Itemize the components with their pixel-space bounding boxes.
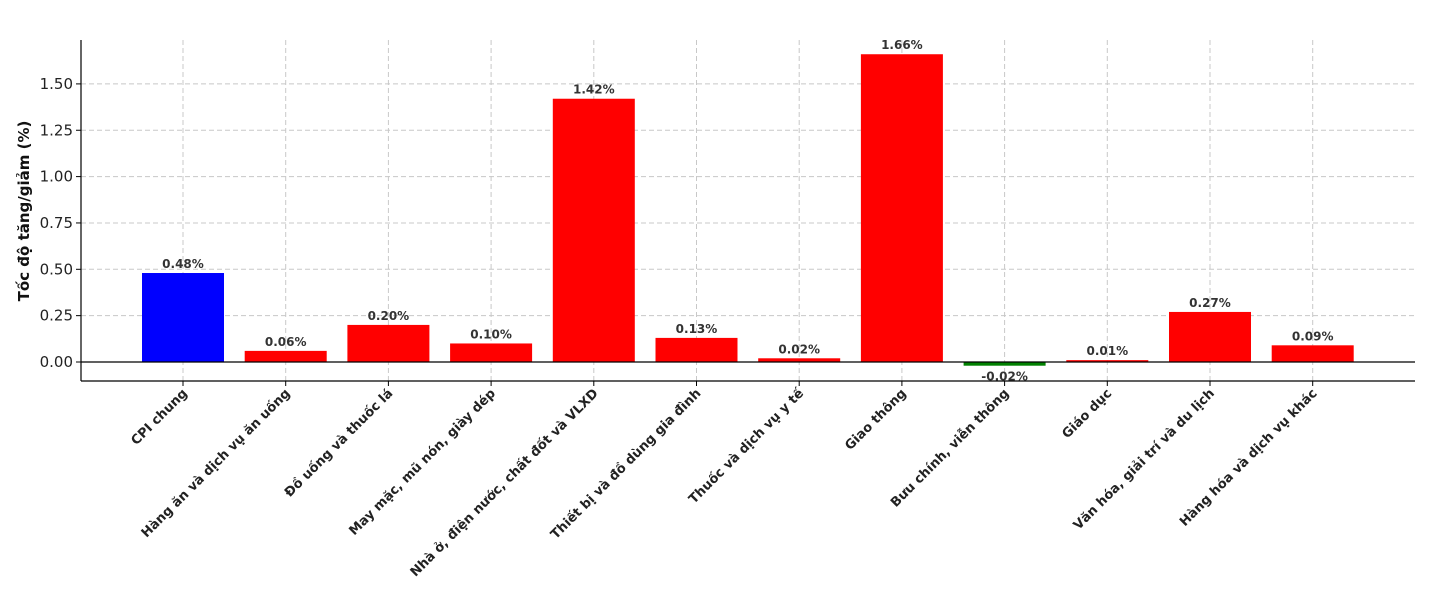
bar bbox=[758, 358, 841, 362]
data-label: 0.09% bbox=[1292, 329, 1334, 343]
data-labels: 0.48% 0.06% 0.20% 0.10% 1.42% 0.13% 0.02% 1.66%… bbox=[162, 38, 1333, 383]
y-tick-label: 1.00 bbox=[40, 168, 73, 186]
bar bbox=[1271, 345, 1354, 362]
data-label: 1.66% bbox=[881, 38, 923, 52]
y-tick-label: 0.00 bbox=[40, 353, 73, 371]
category-label: Bưu chính, viễn thông bbox=[888, 386, 1012, 510]
grid-layer bbox=[81, 40, 1415, 381]
data-label: 0.01% bbox=[1086, 344, 1128, 358]
y-tick-label: 1.25 bbox=[40, 121, 73, 139]
y-tick-label: 0.25 bbox=[40, 307, 73, 325]
bar bbox=[655, 337, 738, 362]
data-label: 0.06% bbox=[265, 335, 307, 349]
data-label: 0.02% bbox=[778, 342, 820, 356]
category-label: CPI chung bbox=[128, 386, 190, 448]
category-label: Giáo dục bbox=[1060, 386, 1116, 442]
bar bbox=[552, 98, 635, 363]
bars-layer bbox=[142, 54, 1354, 366]
data-label: 0.13% bbox=[676, 322, 718, 336]
data-label: 0.27% bbox=[1189, 296, 1231, 310]
bar bbox=[860, 54, 943, 363]
bar bbox=[963, 362, 1046, 366]
category-label: Đồ uống và thuốc lá bbox=[282, 386, 396, 500]
bar bbox=[244, 350, 327, 362]
bar bbox=[450, 343, 533, 362]
data-label: 0.10% bbox=[470, 327, 512, 341]
category-label: Giao thông bbox=[842, 386, 909, 453]
data-label: 0.20% bbox=[368, 309, 410, 323]
data-label: 0.48% bbox=[162, 257, 204, 271]
y-axis-title: Tốc độ tăng/giảm (%) bbox=[14, 121, 33, 302]
bar bbox=[142, 273, 224, 362]
bar bbox=[347, 324, 430, 362]
bar bbox=[1066, 360, 1149, 362]
category-label: Thuốc và dịch vụ y tế bbox=[686, 386, 807, 507]
data-label: -0.02% bbox=[981, 370, 1028, 384]
y-tick-label: 0.50 bbox=[40, 260, 73, 278]
bar bbox=[1169, 311, 1251, 362]
axes-layer bbox=[80, 40, 1415, 382]
category-label: Nhà ở, điện nước, chất đốt và VLXD bbox=[408, 386, 602, 580]
y-tick-label: 0.75 bbox=[40, 214, 73, 232]
y-ticks: 0.00 0.25 0.50 0.75 1.00 1.25 1.50 bbox=[40, 75, 81, 371]
y-tick-label: 1.50 bbox=[40, 75, 73, 93]
data-label: 1.42% bbox=[573, 83, 615, 97]
